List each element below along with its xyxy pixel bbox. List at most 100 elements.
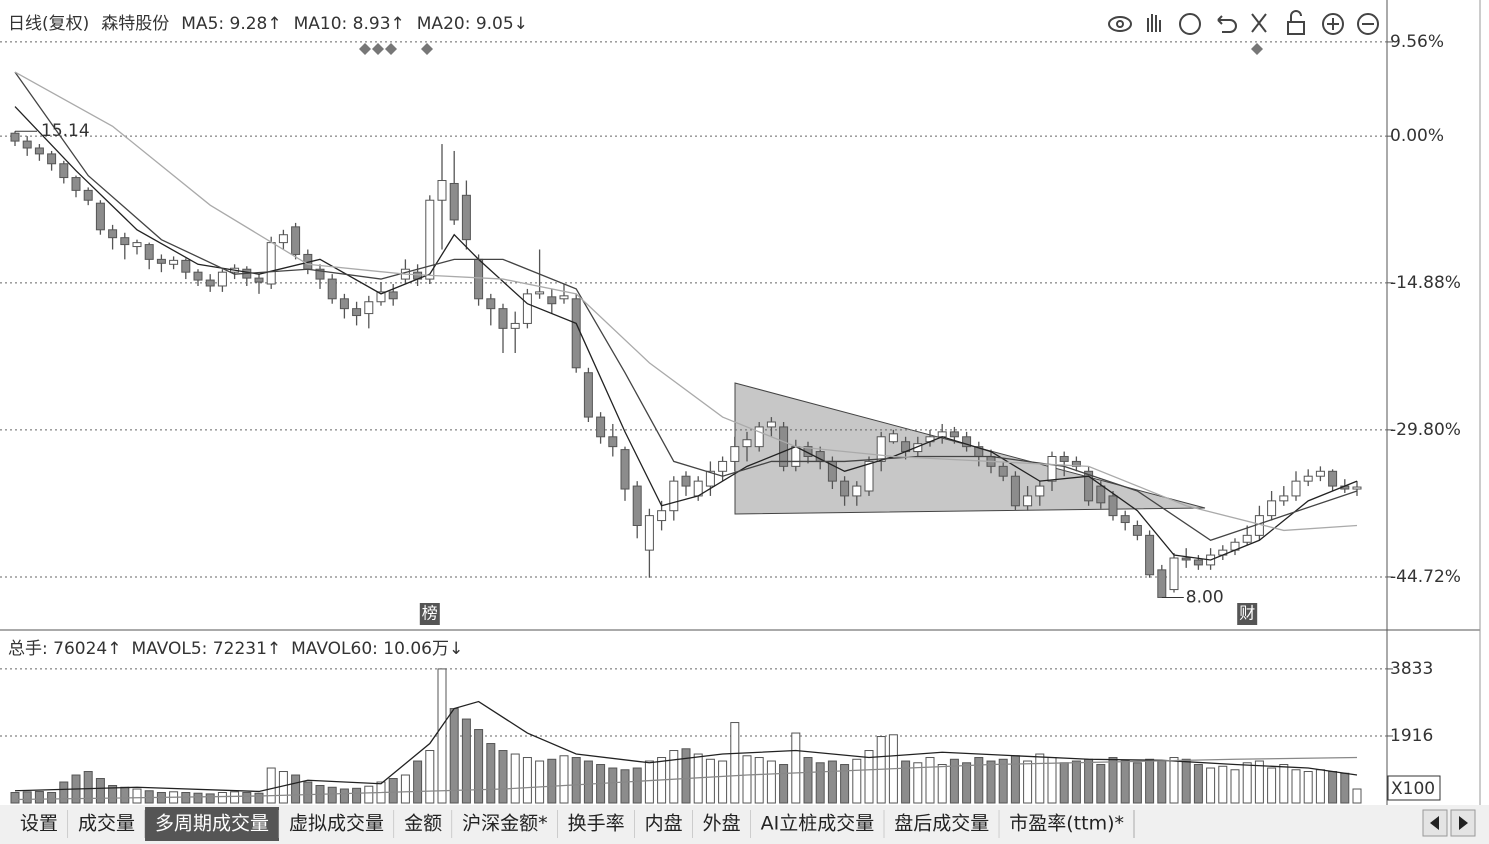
volume-header: MAVOL5: 72231↑: [131, 639, 281, 659]
tab-bg: [394, 807, 453, 841]
tab-label: 内盘: [645, 813, 683, 835]
candle-body: [1315, 470, 1325, 477]
volume-bar: [840, 764, 850, 804]
volume-bar: [925, 757, 935, 804]
candle-body: [1169, 557, 1179, 591]
zoom-in-icon[interactable]: [1322, 13, 1344, 35]
volume-bar: [1071, 760, 1081, 804]
tab[interactable]: AI立桩成交量: [750, 807, 885, 841]
candle-body: [962, 436, 972, 448]
candle-body: [83, 189, 93, 201]
volume-bar: [510, 753, 520, 804]
undo-icon[interactable]: [1217, 15, 1237, 33]
candle-body: [705, 470, 715, 487]
tab[interactable]: 多周期成交量: [145, 807, 280, 841]
candle-body: [291, 226, 301, 255]
candle-body: [205, 279, 215, 287]
tab[interactable]: 内盘: [634, 807, 694, 841]
candle-body: [608, 436, 618, 448]
tab-label: 多周期成交量: [155, 813, 269, 835]
header-text: MA5: 9.28↑: [181, 14, 281, 34]
mavol-line: [14, 700, 1358, 793]
candle-body: [632, 485, 642, 526]
volume-bar: [1328, 771, 1338, 804]
tab[interactable]: 市盈率(ttm)*: [999, 807, 1135, 841]
volume-bar: [632, 767, 642, 804]
candle-body: [266, 242, 276, 285]
tab[interactable]: 虚拟成交量: [279, 807, 395, 841]
volume-bar: [1218, 765, 1228, 804]
tab[interactable]: 外盘: [692, 807, 752, 841]
tab[interactable]: 换手率: [557, 807, 636, 841]
tab-label: 市盈率(ttm)*: [1009, 813, 1124, 835]
diamond: [1251, 43, 1263, 55]
candle-body: [254, 277, 264, 283]
diamond: [359, 43, 371, 55]
volume-bar: [1206, 767, 1216, 804]
y-tick-label: 0.00%: [1390, 126, 1444, 146]
volume-bar: [705, 758, 715, 804]
tab-bg: [750, 807, 885, 841]
candle-body: [888, 433, 898, 443]
volume-bar: [339, 788, 349, 804]
candle-body: [1157, 569, 1167, 598]
tab-bg: [999, 807, 1134, 841]
candle-body: [1023, 495, 1033, 507]
tab[interactable]: 设置: [10, 807, 69, 841]
volume-bar: [974, 757, 984, 804]
volume-bar: [803, 757, 813, 804]
candle-body: [596, 416, 606, 438]
diamond: [421, 43, 433, 55]
tab[interactable]: 沪深金额*: [452, 807, 559, 841]
volume-bar: [742, 755, 752, 804]
tab[interactable]: 盘后成交量: [884, 807, 1000, 841]
candle-body: [644, 515, 654, 551]
volume-bar: [1132, 762, 1142, 804]
volume-bar: [217, 792, 227, 804]
candle-body: [547, 296, 557, 305]
volume-bar: [474, 729, 484, 804]
volume-bar: [1023, 760, 1033, 804]
volume-bar: [1157, 760, 1167, 804]
candle-body: [315, 268, 325, 280]
hand-icon[interactable]: [1147, 14, 1161, 32]
zoom-out-icon[interactable]: [1357, 13, 1379, 35]
tab[interactable]: 金额: [394, 807, 453, 841]
volume-bar: [937, 764, 947, 804]
candle-body: [169, 259, 179, 265]
volume-bar: [1279, 764, 1289, 804]
lock-icon[interactable]: [1287, 21, 1305, 35]
cut-icon[interactable]: [1251, 13, 1267, 33]
play-icon[interactable]: [1179, 13, 1201, 35]
candle-body: [132, 242, 142, 248]
candle-body: [339, 298, 349, 310]
candle-body: [449, 182, 459, 221]
tab-label: 虚拟成交量: [289, 813, 384, 835]
toolbar[interactable]: [1108, 10, 1379, 35]
candle-body: [47, 153, 57, 165]
y-tick-label: 9.56%: [1390, 32, 1444, 52]
candle-body: [376, 291, 386, 303]
tab-label: 换手率: [568, 813, 625, 835]
volume-bar: [913, 762, 923, 804]
marker-label: 财: [1239, 604, 1255, 623]
candle-body: [1096, 485, 1106, 504]
candle-body: [522, 293, 532, 324]
candle-body: [156, 258, 166, 264]
candle-body: [10, 132, 20, 142]
eye-icon[interactable]: [1108, 16, 1132, 32]
volume-bar: [901, 760, 911, 804]
volume-bar: [644, 760, 654, 804]
volume-bar: [230, 791, 240, 804]
volume-bar: [620, 769, 630, 804]
tab[interactable]: 成交量: [68, 807, 146, 841]
mavol-line: [14, 756, 1358, 801]
candle-body: [1181, 557, 1191, 561]
volume-bar: [266, 767, 276, 804]
volume-bar: [779, 764, 789, 804]
candle-body: [803, 446, 813, 457]
volume-bar: [1096, 764, 1106, 804]
candle-body: [1193, 559, 1203, 566]
scroll-buttons[interactable]: [1422, 809, 1476, 837]
